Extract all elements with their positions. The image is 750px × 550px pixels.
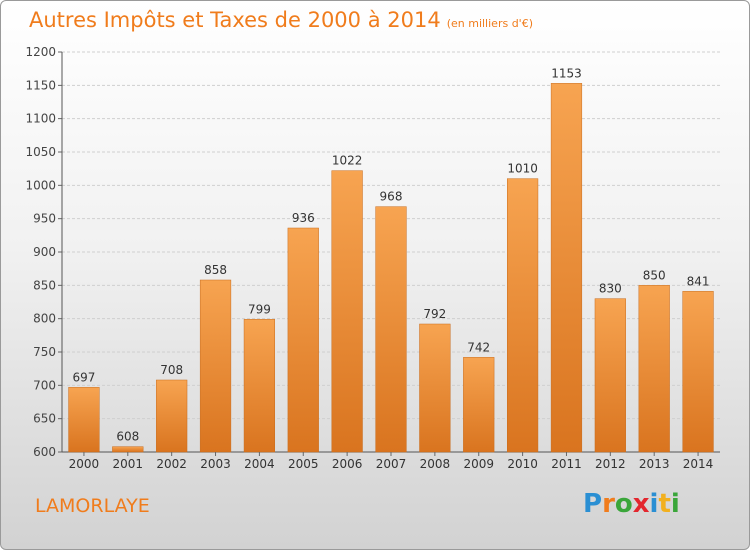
y-tick-label: 750 (33, 345, 56, 359)
data-label-2014: 841 (687, 274, 710, 288)
data-label-2006: 1022 (332, 154, 363, 168)
bar-2006 (331, 170, 363, 453)
x-tick-label-2012: 2012 (595, 457, 626, 471)
y-tick-label: 1150 (25, 78, 56, 92)
logo-letter: t (658, 489, 671, 519)
data-label-2008: 792 (423, 307, 446, 321)
city-name: LAMORLAYE (35, 495, 150, 517)
x-tick-label-2013: 2013 (639, 457, 670, 471)
x-tick-label-2003: 2003 (200, 457, 231, 471)
bar-2007 (375, 206, 407, 453)
logo-letter: i (670, 489, 680, 519)
bar-2000 (68, 387, 100, 453)
x-tick-label-2000: 2000 (69, 457, 100, 471)
bar-2001 (112, 446, 144, 453)
proxiti-logo: Proxiti (583, 489, 680, 519)
logo-letter: r (602, 489, 615, 519)
data-label-2001: 608 (116, 430, 139, 444)
bar-2010 (506, 178, 539, 453)
bar-2004 (243, 319, 276, 453)
data-label-2007: 968 (380, 190, 403, 204)
data-label-2012: 830 (599, 282, 622, 296)
y-tick-label: 900 (33, 245, 56, 259)
y-tick-label: 800 (33, 312, 56, 326)
y-tick-label: 950 (33, 212, 56, 226)
data-label-2011: 1153 (551, 66, 582, 80)
y-tick-label: 1100 (25, 112, 56, 126)
x-tick-label-2002: 2002 (156, 457, 187, 471)
logo-letter: o (614, 489, 633, 519)
x-tick-label-2001: 2001 (113, 457, 144, 471)
data-label-2013: 850 (643, 268, 666, 282)
data-label-2003: 858 (204, 263, 227, 277)
x-tick-label-2014: 2014 (683, 457, 714, 471)
logo-letter: i (649, 489, 659, 519)
bar-2009 (463, 357, 495, 453)
y-tick-label: 1050 (25, 145, 56, 159)
x-tick-label-2005: 2005 (288, 457, 319, 471)
y-tick-label: 650 (33, 412, 56, 426)
bar-2008 (419, 323, 451, 453)
chart-title: Autres Impôts et Taxes de 2000 à 2014 (en… (29, 8, 533, 32)
bar-2011 (550, 83, 583, 453)
logo-letter: P (583, 489, 603, 519)
x-tick-label-2007: 2007 (376, 457, 407, 471)
x-tick-label-2008: 2008 (420, 457, 451, 471)
bar-2003 (199, 279, 232, 453)
data-label-2002: 708 (160, 363, 183, 377)
bar-2005 (287, 227, 319, 453)
chart-title-text: Autres Impôts et Taxes de 2000 à 2014 (29, 8, 441, 32)
x-tick-label-2004: 2004 (244, 457, 275, 471)
data-label-2009: 742 (467, 340, 490, 354)
chart-unit: (en milliers d'€) (446, 17, 533, 30)
data-label-2000: 697 (72, 370, 95, 384)
data-label-2004: 799 (248, 302, 271, 316)
data-label-2005: 936 (292, 211, 315, 225)
bar-2012 (594, 298, 626, 453)
x-tick-label-2006: 2006 (332, 457, 363, 471)
logo-letter: x (632, 489, 650, 519)
y-tick-label: 850 (33, 278, 56, 292)
y-tick-label: 600 (33, 445, 56, 459)
x-tick-label-2010: 2010 (507, 457, 538, 471)
bar-2014 (682, 291, 714, 453)
x-tick-label-2009: 2009 (463, 457, 494, 471)
bar-2013 (638, 285, 670, 453)
y-tick-label: 1200 (25, 45, 56, 59)
data-label-2010: 1010 (507, 162, 538, 176)
bar-2002 (156, 379, 188, 453)
y-tick-label: 1000 (25, 178, 56, 192)
y-tick-label: 700 (33, 378, 56, 392)
x-tick-label-2011: 2011 (551, 457, 582, 471)
